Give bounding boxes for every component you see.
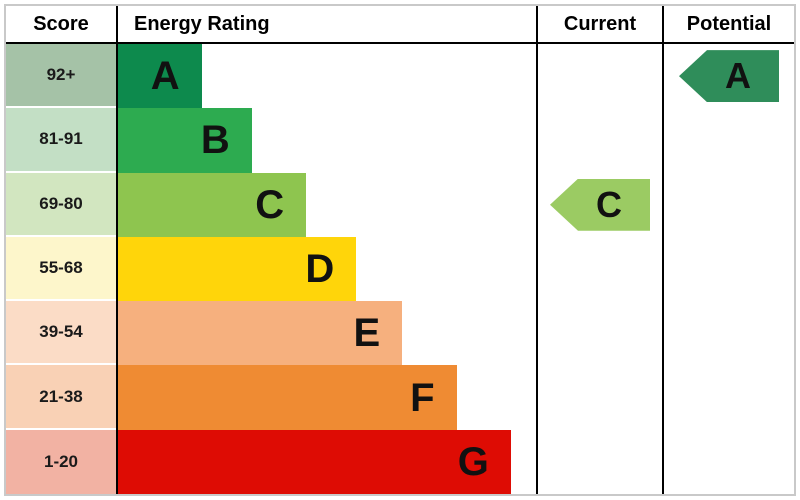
potential-cell-d: [662, 236, 794, 302]
band-a-score: 92+: [6, 44, 116, 109]
header-current: Current: [536, 6, 662, 44]
band-c-letter: C: [255, 182, 285, 227]
potential-arrow-letter: A: [725, 55, 751, 97]
band-e-bar: E: [118, 301, 403, 366]
band-b-letter: B: [200, 118, 230, 163]
band-b-bar: B: [118, 108, 252, 173]
potential-cell-a: A: [662, 44, 794, 109]
band-e-rating-cell: E: [116, 301, 536, 366]
potential-arrow: A: [679, 50, 779, 103]
current-cell-c: C: [536, 172, 662, 237]
band-f-score: 21-38: [6, 365, 116, 430]
current-cell-g: [536, 429, 662, 494]
potential-cell-c: [662, 172, 794, 237]
band-g-letter: G: [457, 439, 489, 484]
current-arrow-letter: C: [596, 183, 622, 225]
band-f-rating-cell: F: [116, 365, 536, 430]
potential-cell-b: [662, 108, 794, 173]
header-score: Score: [6, 6, 116, 44]
band-e-score: 39-54: [6, 301, 116, 366]
band-g-rating-cell: G: [116, 429, 536, 494]
current-cell-f: [536, 365, 662, 430]
band-c-rating-cell: C: [116, 172, 536, 237]
band-c-score: 69-80: [6, 172, 116, 237]
potential-cell-g: [662, 429, 794, 494]
band-g-score: 1-20: [6, 429, 116, 494]
band-e-letter: E: [353, 311, 381, 356]
band-d-score: 55-68: [6, 236, 116, 302]
band-d-letter: D: [305, 246, 335, 291]
band-a-rating-cell: A: [116, 44, 536, 109]
band-d-rating-cell: D: [116, 236, 536, 302]
band-f-bar: F: [118, 365, 457, 430]
potential-cell-e: [662, 301, 794, 366]
header-energy-rating: Energy Rating: [116, 6, 536, 44]
current-cell-a: [536, 44, 662, 109]
band-a-letter: A: [150, 54, 180, 99]
band-b-rating-cell: B: [116, 108, 536, 173]
band-a-bar: A: [118, 44, 202, 109]
band-d-bar: D: [118, 236, 357, 302]
current-cell-e: [536, 301, 662, 366]
current-cell-b: [536, 108, 662, 173]
band-f-letter: F: [410, 375, 435, 420]
header-potential: Potential: [662, 6, 794, 44]
band-b-score: 81-91: [6, 108, 116, 173]
current-arrow: C: [550, 178, 650, 231]
potential-cell-f: [662, 365, 794, 430]
current-cell-d: [536, 236, 662, 302]
band-g-bar: G: [118, 429, 511, 494]
band-c-bar: C: [118, 172, 307, 237]
energy-rating-chart: Score Energy Rating Current Potential 92…: [4, 4, 796, 496]
